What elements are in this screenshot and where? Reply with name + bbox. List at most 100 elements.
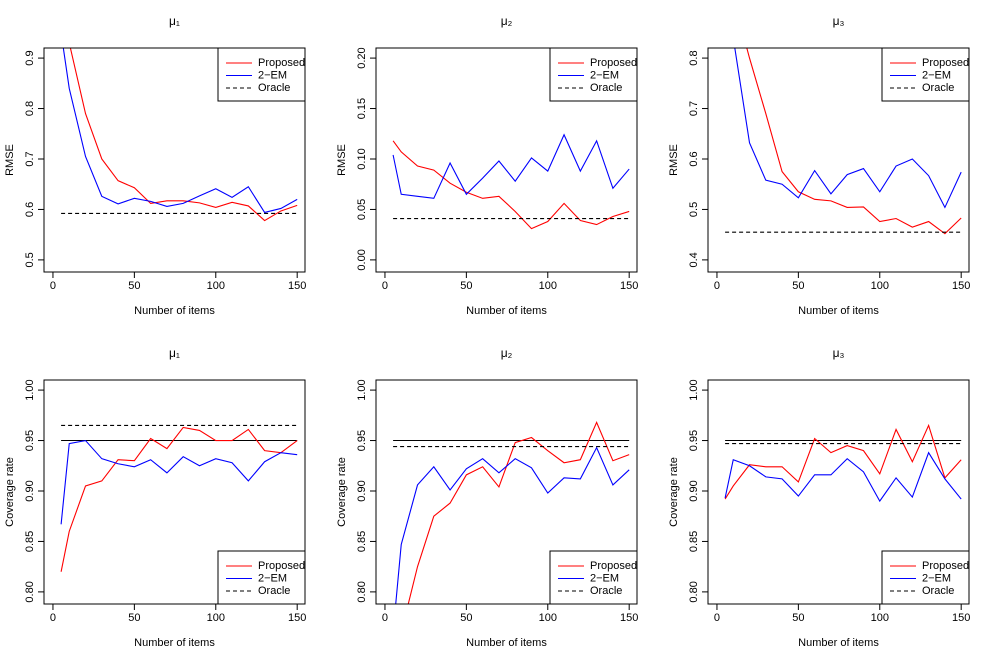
legend-label: 2−EM (258, 572, 287, 584)
panel-title: μ₂ (501, 346, 513, 360)
y-tick-label: 0.05 (356, 199, 368, 220)
legend-label: Proposed (922, 560, 969, 572)
y-tick-label: 0.7 (24, 151, 36, 166)
plot-frame (375, 47, 638, 273)
y-tick-label: 0.7 (688, 101, 700, 116)
plot-area (724, 423, 962, 503)
x-tick-label: 0 (714, 280, 720, 292)
legend-label: Oracle (258, 585, 290, 597)
panel: μ₁ Number of items Coverage rate 0 50 100 150 0… (4, 346, 306, 649)
legend-label: Oracle (590, 585, 622, 597)
legend-box (549, 550, 638, 605)
legend-label: Proposed (922, 57, 969, 69)
x-axis-label: Number of items (466, 305, 547, 317)
x-tick-label: 150 (952, 280, 970, 292)
series-line (60, 439, 298, 525)
series-line (724, 423, 962, 500)
x-axis-label: Number of items (798, 305, 879, 317)
legend-label: 2−EM (922, 69, 951, 81)
legend-label: Proposed (258, 560, 305, 572)
panel: μ₂ Number of items RMSE 0 50 100 150 0.00 0.05 0.… (336, 14, 638, 317)
legend-label: Proposed (258, 57, 305, 69)
panel-title: μ₁ (169, 14, 180, 28)
legend-label: Oracle (590, 82, 622, 94)
y-axis-label: RMSE (668, 144, 680, 176)
panel: μ₂ Number of items Coverage rate 0 50 100 150 0… (336, 346, 638, 649)
x-tick-label: 50 (460, 280, 472, 292)
y-axis-label: Coverage rate (4, 457, 16, 527)
legend-box (549, 47, 638, 102)
y-tick-label: 0.95 (356, 430, 368, 451)
series-line (69, 48, 298, 222)
legend-label: Oracle (258, 82, 290, 94)
plot-frame (43, 47, 306, 273)
x-tick-label: 100 (207, 612, 225, 624)
y-tick-label: 0.80 (24, 581, 36, 602)
series-line (60, 426, 298, 572)
x-tick-label: 100 (871, 280, 889, 292)
plot-area (725, 48, 962, 235)
y-axis-label: Coverage rate (336, 457, 348, 527)
legend-label: 2−EM (922, 572, 951, 584)
legend-label: 2−EM (590, 572, 619, 584)
x-tick-label: 0 (382, 280, 388, 292)
series-line (407, 420, 630, 604)
x-tick-label: 150 (952, 612, 970, 624)
y-tick-label: 0.15 (356, 98, 368, 119)
legend-label: 2−EM (258, 69, 287, 81)
legend-box (881, 550, 970, 605)
x-tick-label: 50 (460, 612, 472, 624)
plot-frame (707, 379, 970, 605)
legend-label: Proposed (590, 57, 637, 69)
plot-frame (43, 379, 306, 605)
series-line (724, 451, 962, 503)
x-tick-label: 150 (620, 612, 638, 624)
panel: μ₃ Number of items RMSE 0 50 100 150 0.4 0.5 0.6 0… (668, 14, 970, 317)
plot-area (61, 48, 298, 222)
x-tick-label: 100 (871, 612, 889, 624)
y-tick-label: 0.85 (356, 531, 368, 552)
y-tick-label: 0.80 (356, 581, 368, 602)
plot-frame (375, 379, 638, 605)
y-axis-label: RMSE (336, 144, 348, 176)
panel: μ₁ Number of items RMSE 0 50 100 150 0.5 0.6 0.7 0… (4, 14, 306, 317)
y-tick-label: 1.00 (24, 379, 36, 400)
plot-area (393, 420, 630, 604)
x-tick-label: 50 (792, 280, 804, 292)
x-tick-label: 100 (207, 280, 225, 292)
panel: μ₃ Number of items Coverage rate 0 50 100 150 0… (668, 346, 970, 649)
legend-label: Oracle (922, 82, 954, 94)
y-tick-label: 0.85 (24, 531, 36, 552)
panel-title: μ₁ (169, 346, 180, 360)
legend-box (881, 47, 970, 102)
x-tick-label: 100 (539, 280, 557, 292)
series-line (392, 133, 630, 199)
series-line (392, 140, 630, 230)
y-tick-label: 0.20 (356, 47, 368, 68)
x-tick-label: 0 (50, 612, 56, 624)
x-axis-label: Number of items (466, 637, 547, 649)
y-tick-label: 0.90 (688, 480, 700, 501)
series-line (395, 446, 630, 604)
x-tick-label: 150 (288, 612, 306, 624)
y-tick-label: 0.80 (688, 581, 700, 602)
series-line (734, 48, 962, 209)
y-tick-label: 0.85 (688, 531, 700, 552)
y-tick-label: 1.00 (356, 379, 368, 400)
series-line (62, 48, 298, 214)
x-tick-label: 50 (128, 280, 140, 292)
x-tick-label: 150 (288, 280, 306, 292)
series-line (746, 48, 962, 235)
y-tick-label: 0.8 (688, 50, 700, 65)
legend-label: Proposed (590, 560, 637, 572)
panel-title: μ₂ (501, 14, 513, 28)
plot-area (392, 133, 630, 230)
x-tick-label: 50 (792, 612, 804, 624)
x-axis-label: Number of items (798, 637, 879, 649)
